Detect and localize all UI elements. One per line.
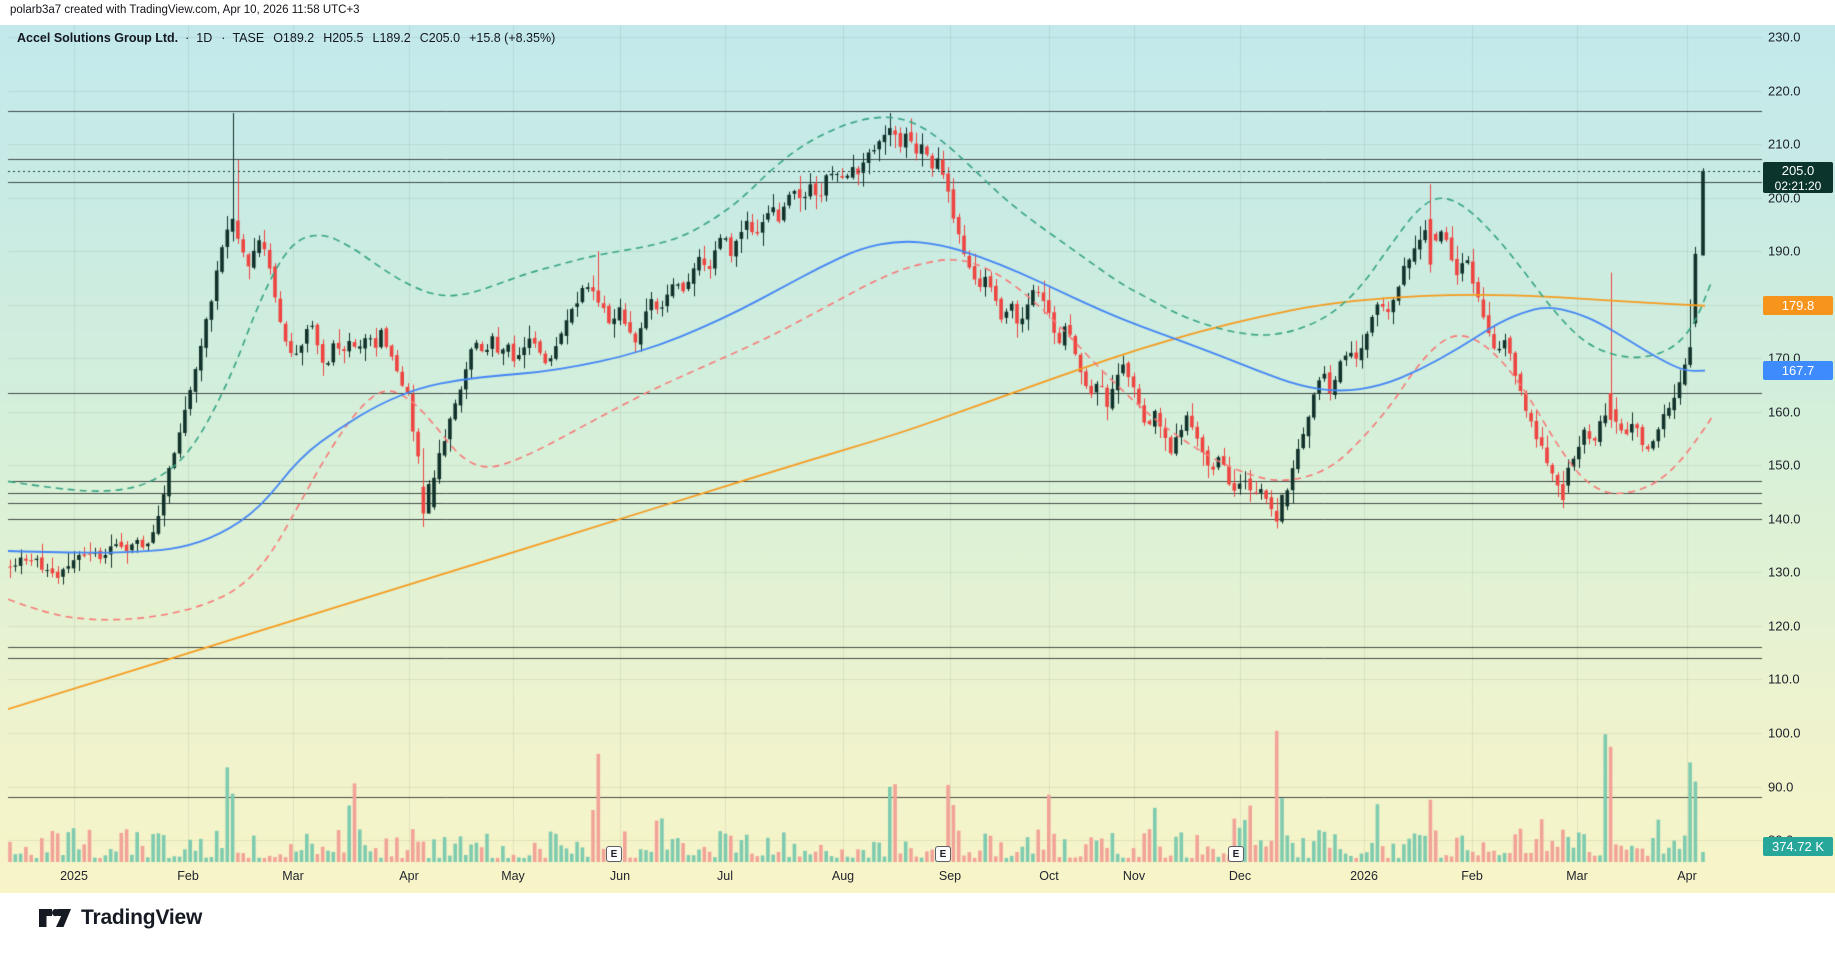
time-axis-label: 2026 [1350,869,1378,883]
last-price-badge: 205.0 02:21:20 [1763,161,1833,193]
price-axis[interactable]: 205.0 02:21:20 179.8 167.7 374.72 K 230.… [1762,25,1835,893]
time-axis-label: Apr [399,869,419,883]
tradingview-logo-text: TradingView [81,906,203,929]
time-axis-label: Mar [1566,869,1588,883]
volume-badge: 374.72 K [1763,836,1833,856]
time-axis-label: Aug [831,869,855,883]
price-axis-label: 230.0 [1768,29,1801,45]
price-axis-label: 90.0 [1768,779,1794,795]
session-countdown: 02:21:20 [1774,178,1822,193]
last-price-value: 205.0 [1781,162,1815,178]
price-axis-label: 130.0 [1768,564,1801,580]
price-axis-label: 200.0 [1768,190,1801,206]
price-axis-label: 120.0 [1768,618,1801,634]
price-axis-label: 150.0 [1768,457,1801,473]
price-axis-label: 160.0 [1768,404,1801,420]
time-axis-label: Mar [282,869,304,883]
open-value: O189.2 [273,31,315,45]
interval-label: 1D [196,31,213,45]
time-axis-label: Jul [717,869,733,883]
attribution-text: polarb3a7 created with TradingView.com, … [10,4,360,16]
time-axis-label: Apr [1677,869,1697,883]
price-axis-label: 210.0 [1768,136,1801,152]
price-axis-label: 140.0 [1768,511,1801,527]
time-axis-label: Oct [1039,869,1059,883]
time-axis-label: Feb [1461,869,1483,883]
time-axis-label: Jun [609,869,631,883]
legend-separator: · [185,31,190,45]
exchange-label: TASE [232,31,265,45]
time-axis-label: Nov [1122,869,1146,883]
time-axis-label: May [501,869,525,883]
earnings-event-marker[interactable]: E [935,846,951,862]
symbol-legend[interactable]: Accel Solutions Group Ltd. · 1D · TASE O189.2… [17,31,564,45]
blue-ma-badge: 167.7 [1763,361,1833,381]
tradingview-logo[interactable]: TradingView [38,904,202,932]
high-value: H205.5 [323,31,364,45]
price-axis-label: 100.0 [1768,725,1801,741]
low-value: L189.2 [372,31,411,45]
footer: TradingView [0,893,1835,953]
close-value: C205.0 [419,31,461,45]
change-value: +15.8 (+8.35%) [469,31,556,45]
time-axis-label: Feb [177,869,199,883]
time-axis-label: Dec [1228,869,1252,883]
earnings-event-marker[interactable]: E [606,846,622,862]
orange-ma-badge: 179.8 [1763,296,1833,316]
time-axis-label: Sep [938,869,962,883]
earnings-event-marker[interactable]: E [1228,846,1244,862]
tradingview-logo-icon [39,909,71,927]
price-axis-label: 110.0 [1768,671,1800,687]
price-axis-label: 220.0 [1768,83,1801,99]
time-axis-label: 2025 [60,869,88,883]
price-axis-label: 190.0 [1768,243,1801,259]
symbol-name: Accel Solutions Group Ltd. [17,31,179,45]
legend-separator: · [221,31,226,45]
time-axis[interactable]: 2025 Feb Mar Apr May Jun Jul Aug Sep Oct Nov Dec 202… [0,862,1762,893]
